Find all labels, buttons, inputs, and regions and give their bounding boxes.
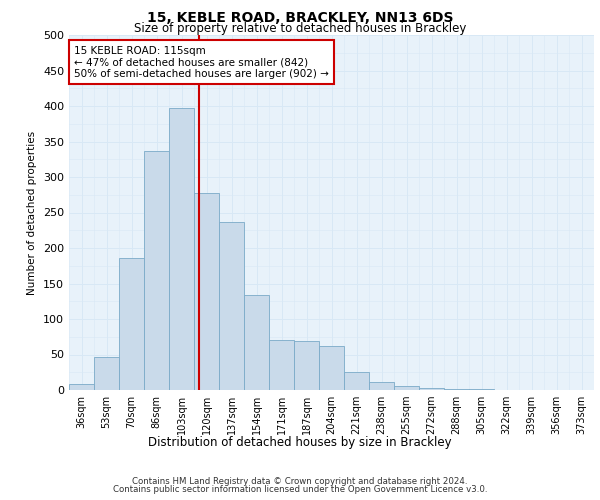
Bar	[344, 372, 369, 390]
Text: Contains public sector information licensed under the Open Government Licence v3: Contains public sector information licen…	[113, 484, 487, 494]
Bar	[194, 194, 219, 390]
Bar	[269, 340, 294, 390]
Text: Size of property relative to detached houses in Brackley: Size of property relative to detached ho…	[134, 22, 466, 35]
Text: 15 KEBLE ROAD: 115sqm
← 47% of detached houses are smaller (842)
50% of semi-det: 15 KEBLE ROAD: 115sqm ← 47% of detached …	[74, 46, 329, 79]
Bar	[119, 258, 144, 390]
Text: Distribution of detached houses by size in Brackley: Distribution of detached houses by size …	[148, 436, 452, 449]
Bar	[319, 346, 344, 390]
Bar	[144, 152, 169, 390]
Bar	[369, 382, 394, 390]
Bar	[69, 384, 94, 390]
Text: 15, KEBLE ROAD, BRACKLEY, NN13 6DS: 15, KEBLE ROAD, BRACKLEY, NN13 6DS	[147, 11, 453, 25]
Y-axis label: Number of detached properties: Number of detached properties	[28, 130, 37, 294]
Bar	[94, 358, 119, 390]
Bar	[244, 295, 269, 390]
Bar	[419, 388, 444, 390]
Bar	[219, 222, 244, 390]
Bar	[394, 386, 419, 390]
Bar	[294, 341, 319, 390]
Bar	[169, 108, 194, 390]
Text: Contains HM Land Registry data © Crown copyright and database right 2024.: Contains HM Land Registry data © Crown c…	[132, 477, 468, 486]
